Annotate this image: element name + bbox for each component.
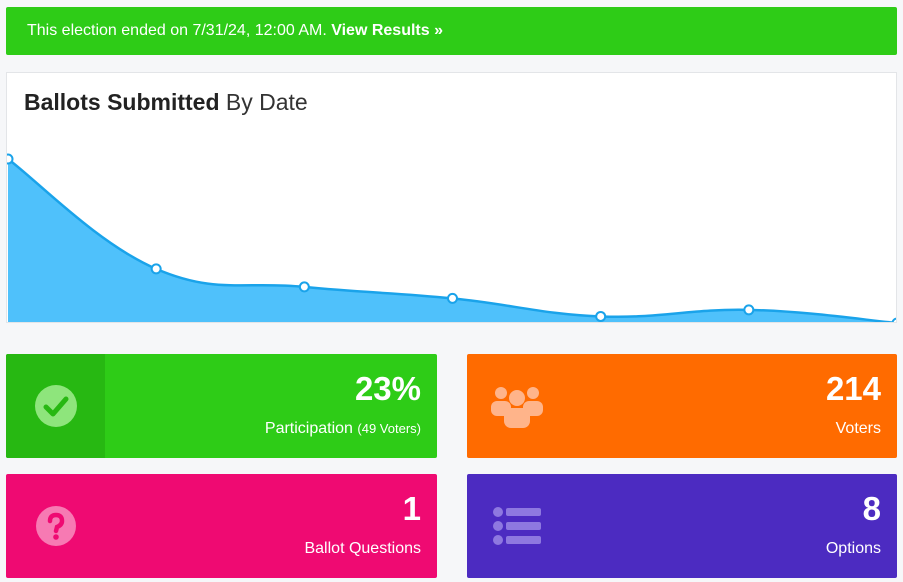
chart-point-2[interactable]	[298, 281, 310, 293]
ballot-questions-card: 1 Ballot Questions	[6, 474, 437, 578]
ballots-area-chart	[7, 153, 898, 324]
banner-text: This election ended on 7/31/24, 12:00 AM…	[27, 22, 327, 39]
chart-point-0[interactable]	[7, 153, 14, 165]
chart-title-light: By Date	[225, 89, 308, 115]
chart-point-6[interactable]	[891, 317, 898, 324]
ballots-chart-panel: Ballots Submitted By Date	[6, 72, 897, 323]
participation-card: 23% Participation (49 Voters)	[6, 354, 437, 458]
list-icon	[467, 474, 567, 578]
chart-point-5[interactable]	[743, 304, 755, 316]
chart-title: Ballots Submitted By Date	[24, 89, 308, 116]
questions-value: 1	[402, 490, 421, 527]
chart-area-fill	[8, 159, 888, 322]
question-icon	[6, 474, 106, 578]
chart-point-3[interactable]	[447, 292, 458, 304]
voters-label: Voters	[835, 420, 881, 437]
chart-point-1[interactable]	[150, 263, 162, 275]
chart-point-4[interactable]	[595, 310, 607, 322]
participation-voters: (49 Voters)	[357, 421, 421, 436]
participation-label: Participation (49 Voters)	[265, 420, 421, 438]
voters-card: 214 Voters	[467, 354, 897, 458]
users-icon	[467, 354, 567, 458]
participation-label-text: Participation	[264, 420, 353, 437]
participation-value: 23%	[354, 370, 421, 407]
options-card: 8 Options	[467, 474, 897, 578]
options-label: Options	[825, 540, 881, 557]
election-ended-banner: This election ended on 7/31/24, 12:00 AM…	[6, 7, 897, 55]
voters-value: 214	[825, 370, 881, 407]
view-results-link[interactable]: View Results »	[331, 22, 443, 39]
questions-label: Ballot Questions	[304, 540, 421, 557]
chart-title-bold: Ballots Submitted	[24, 89, 220, 115]
options-value: 8	[862, 490, 881, 527]
check-icon	[6, 354, 105, 458]
